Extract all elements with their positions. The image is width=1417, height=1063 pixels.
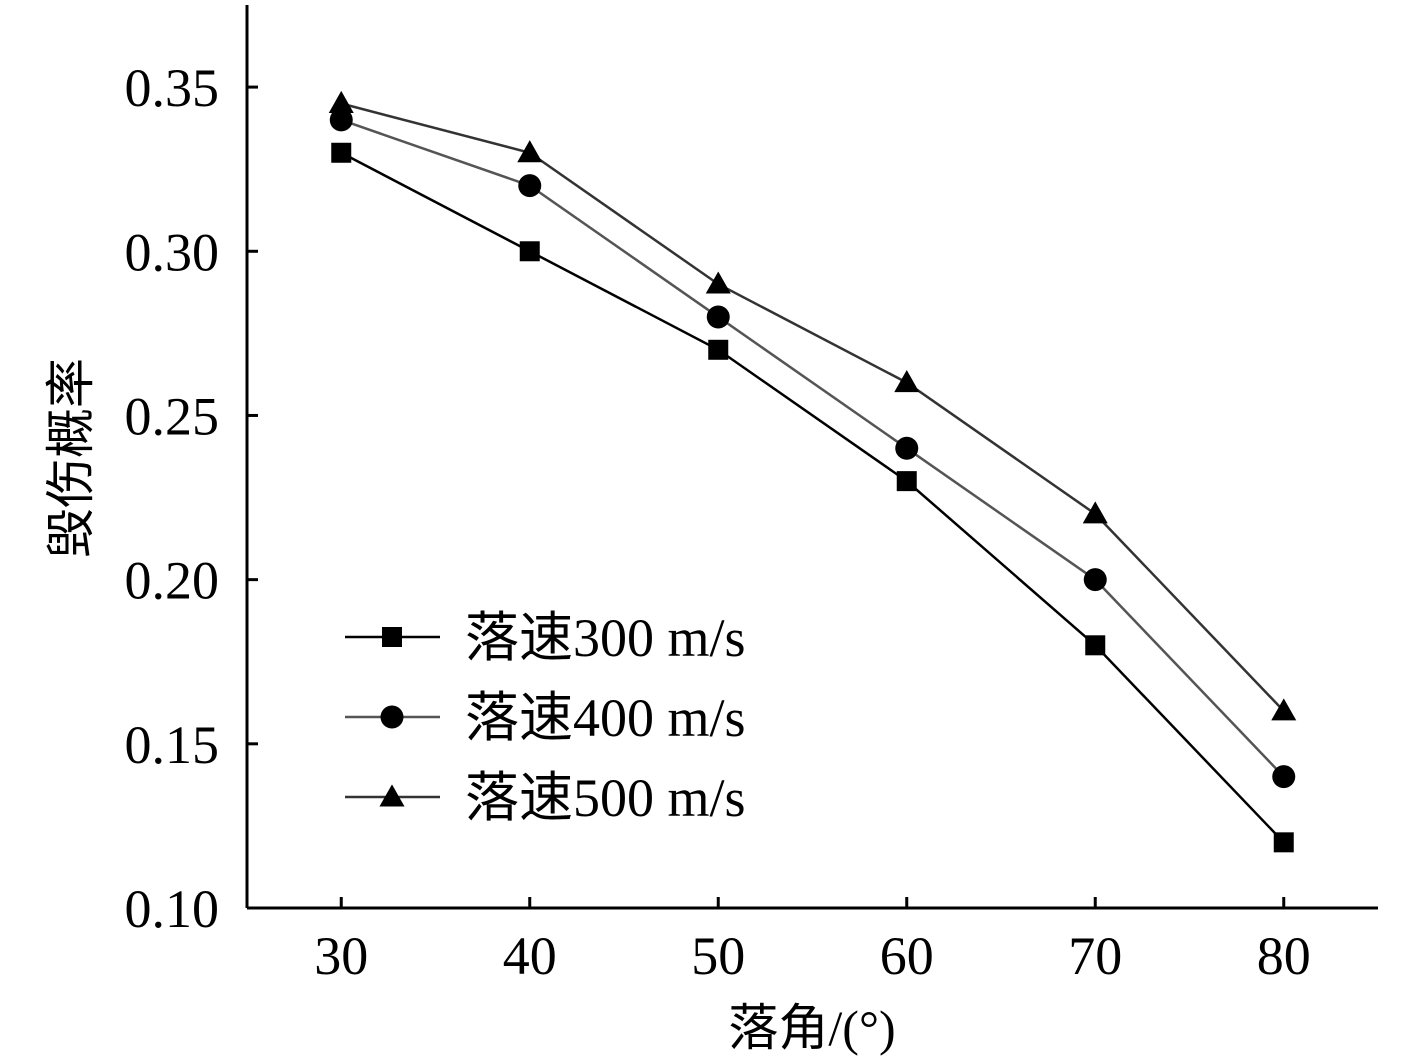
y-tick-label: 0.20 (125, 551, 220, 611)
y-tick-label: 0.30 (125, 222, 220, 282)
y-tick-label: 0.25 (125, 386, 220, 446)
triangle-marker (328, 90, 354, 113)
x-tick-label: 30 (314, 926, 368, 986)
x-tick-label: 70 (1068, 926, 1122, 986)
triangle-marker (517, 140, 543, 163)
square-marker (708, 339, 729, 360)
circle-marker (329, 108, 353, 132)
y-tick-label: 0.35 (125, 58, 220, 118)
circle-marker (706, 305, 730, 329)
circle-marker (895, 436, 919, 460)
square-marker (1085, 635, 1106, 656)
circle-marker (380, 705, 404, 729)
legend-item: 落速500 m/s (345, 768, 746, 828)
series-line (340, 151, 1285, 844)
legend-item: 落速400 m/s (345, 688, 746, 748)
square-marker (519, 241, 540, 262)
circle-marker (1272, 765, 1296, 789)
square-marker (382, 627, 402, 647)
circle-marker (518, 174, 542, 198)
legend-label: 落速300 m/s (465, 608, 746, 668)
series-circle (329, 108, 1296, 789)
y-tick-label: 0.15 (125, 715, 220, 775)
y-axis-label: 毁伤概率 (43, 358, 99, 558)
triangle-marker (379, 784, 405, 807)
legend-item: 落速300 m/s (345, 608, 746, 668)
legend: 落速300 m/s 落速400 m/s 落速500 m/s (345, 608, 746, 828)
x-tick-label: 40 (503, 926, 557, 986)
x-tick-label: 80 (1257, 926, 1311, 986)
series-layer (328, 90, 1297, 853)
x-tick-label: 60 (880, 926, 934, 986)
square-marker (896, 471, 917, 492)
square-marker (331, 142, 352, 163)
legend-label: 落速500 m/s (465, 768, 746, 828)
circle-marker (1083, 568, 1107, 592)
series-line (340, 102, 1285, 712)
triangle-marker (1271, 698, 1297, 721)
series-square (331, 142, 1294, 853)
x-axis-label: 落角/(°) (728, 1000, 895, 1056)
square-marker (1273, 832, 1294, 853)
x-tick-label: 50 (691, 926, 745, 986)
series-triangle (328, 90, 1297, 721)
series-line (340, 118, 1285, 778)
axes: 0.10 0.15 0.20 0.25 0.30 0.35 30 40 50 60 70 80 (125, 5, 1378, 986)
y-tick-label: 0.10 (125, 879, 220, 939)
triangle-marker (705, 271, 731, 294)
triangle-marker (894, 370, 920, 393)
triangle-marker (1082, 501, 1108, 524)
legend-label: 落速400 m/s (465, 688, 746, 748)
